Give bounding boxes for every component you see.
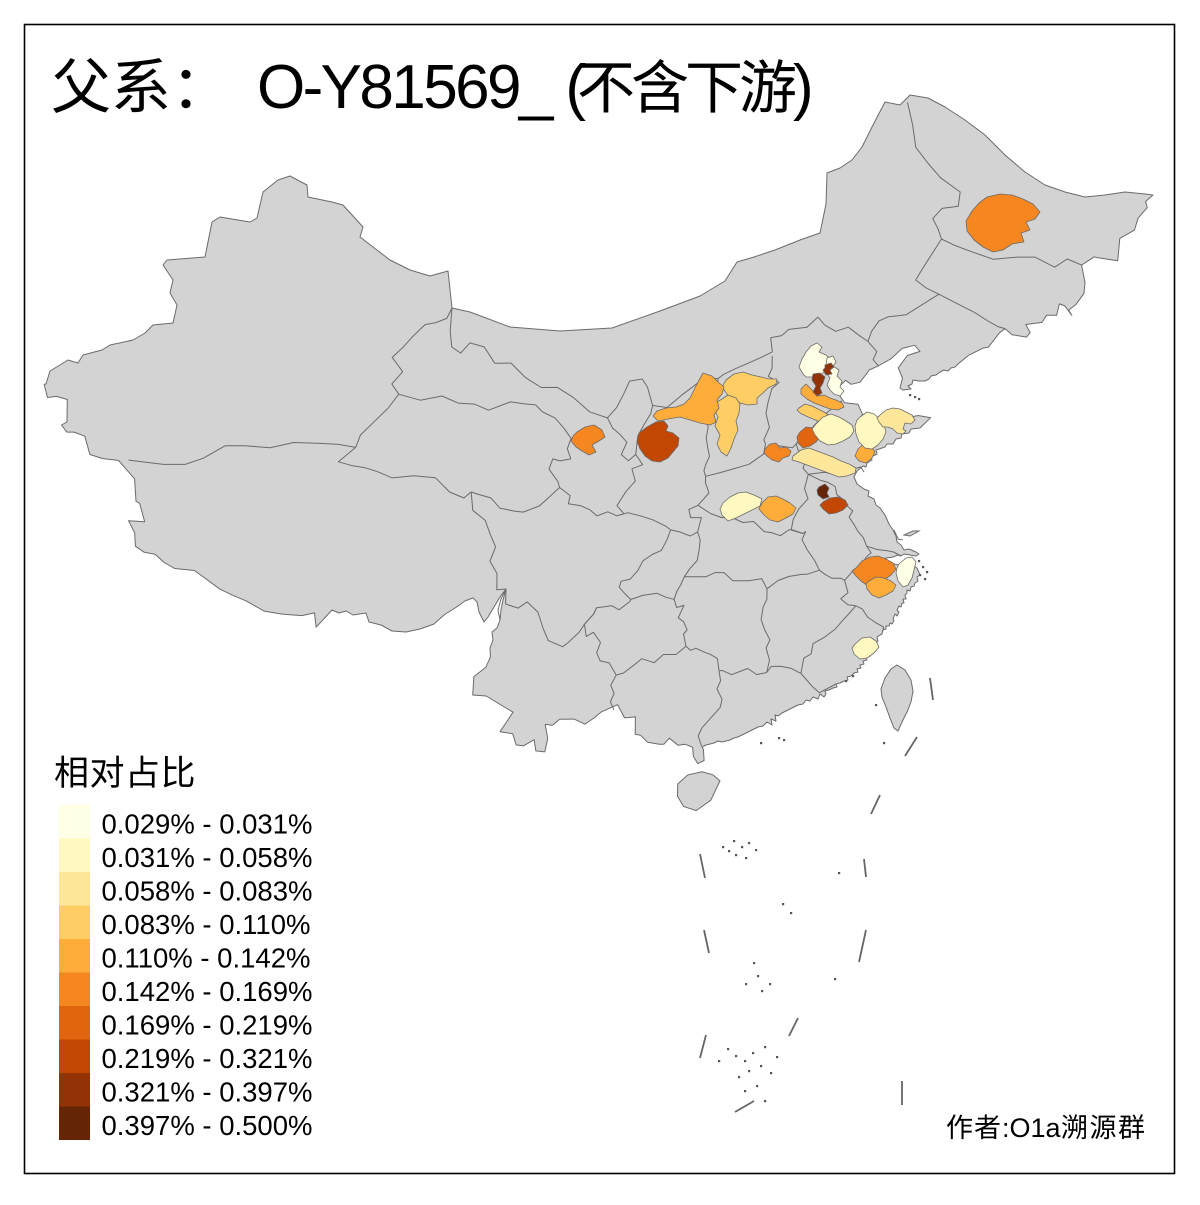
- svg-text:0.058% - 0.083%: 0.058% - 0.083%: [102, 876, 313, 907]
- svg-text:0.029% - 0.031%: 0.029% - 0.031%: [102, 809, 313, 840]
- svg-text:0.083% - 0.110%: 0.083% - 0.110%: [102, 909, 311, 940]
- svg-text:0.321% - 0.397%: 0.321% - 0.397%: [102, 1077, 313, 1108]
- svg-text:0.142% - 0.169%: 0.142% - 0.169%: [102, 976, 313, 1007]
- svg-text::O1a: :O1a: [1002, 1113, 1062, 1143]
- svg-text:0.031% - 0.058%: 0.031% - 0.058%: [102, 842, 313, 873]
- svg-text:): ): [793, 53, 814, 122]
- svg-text:0.219% - 0.321%: 0.219% - 0.321%: [102, 1043, 313, 1074]
- svg-text:0.397% - 0.500%: 0.397% - 0.500%: [102, 1110, 313, 1141]
- svg-text:0.110% - 0.142%: 0.110% - 0.142%: [102, 943, 311, 974]
- svg-text:0.169% - 0.219%: 0.169% - 0.219%: [102, 1010, 313, 1041]
- svg-text:O-Y81569_ (: O-Y81569_ (: [257, 53, 586, 122]
